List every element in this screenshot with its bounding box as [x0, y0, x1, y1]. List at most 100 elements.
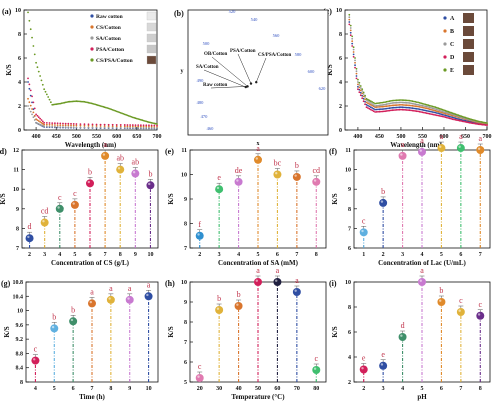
series-1-point [411, 104, 414, 107]
y-tick-label: 8 [20, 380, 23, 386]
series-1-point [421, 106, 424, 109]
series-3-point [355, 77, 358, 80]
series-1-point [425, 107, 428, 110]
series-0-point [447, 115, 450, 118]
series-4-point [474, 119, 477, 122]
significance-letter: f [198, 220, 201, 229]
series-3-point [425, 112, 428, 115]
series-3-point [420, 111, 422, 113]
series-1-point [59, 124, 62, 127]
y-tick-label: 12 [13, 148, 19, 154]
y-tick-label: 9 [16, 207, 19, 213]
x-tick-label: 500 [72, 134, 81, 140]
x-tick-label: 2 [28, 252, 31, 258]
series-3-point [87, 123, 90, 126]
lollipop-highlight [216, 307, 220, 310]
series-0-point [407, 106, 410, 109]
series-1-point [351, 40, 354, 43]
legend-swatch [463, 39, 474, 49]
x-tick-label: 3 [43, 252, 46, 258]
cie-leader-line [256, 57, 267, 83]
panel-label: (i) [329, 279, 337, 288]
series-3-point [407, 109, 410, 111]
y-tick-label: 7 [16, 246, 19, 252]
series-1-point [355, 72, 358, 75]
series-1-point [435, 110, 438, 113]
panel-label: (d) [0, 147, 7, 156]
series-2-point [348, 16, 351, 19]
series-4-point [486, 122, 488, 124]
y-tick-label: 6 [18, 56, 21, 62]
x-tick-label: 6 [459, 252, 462, 258]
series-0-point [404, 106, 407, 109]
lollipop-marker [234, 177, 243, 186]
series-4-point [64, 101, 67, 104]
series-1-point [364, 98, 366, 101]
series-4-point [58, 102, 60, 105]
legend-label: Raw cotton [96, 14, 123, 20]
lollipop-highlight [87, 180, 91, 184]
legend-swatch [463, 26, 474, 36]
panel-label: (b) [174, 9, 184, 18]
series-3-point [395, 109, 398, 111]
series-1-point [414, 105, 417, 108]
series-0-point [434, 111, 437, 114]
series-3-point [418, 110, 421, 113]
series-1-point [32, 111, 35, 114]
series-0-point [367, 104, 369, 107]
lollipop-marker [379, 361, 388, 370]
lollipop-marker [398, 333, 407, 341]
significance-letter: b [88, 167, 92, 176]
series-2-point [391, 102, 394, 104]
series-3-point [41, 120, 44, 123]
series-2-point [378, 104, 381, 107]
series-1-point [31, 108, 33, 110]
series-2-point [407, 102, 410, 104]
lollipop-highlight [197, 233, 200, 236]
cie-point-label: SA/Cotton [196, 65, 219, 70]
series-4-point [453, 112, 455, 115]
series-3-point [404, 109, 407, 111]
series-3-point [40, 119, 43, 121]
series-4-point [387, 100, 389, 103]
series-0-point [29, 94, 32, 97]
x-tick-label: 8 [479, 386, 482, 392]
series-2-point [385, 103, 388, 106]
series-4-point [417, 101, 420, 104]
series-3-point [139, 124, 142, 127]
series-3-point [36, 114, 39, 117]
series-3-point [437, 114, 440, 117]
cie-point-label: Raw cotton [203, 83, 228, 88]
series-2-point [41, 124, 44, 127]
lollipop-highlight [361, 229, 364, 233]
series-4-point [149, 121, 152, 124]
lollipop-highlight [70, 318, 74, 322]
series-3-point [412, 109, 415, 112]
y-tick-label: 0 [339, 128, 342, 134]
y-axis-label: K/S [3, 326, 11, 337]
x-tick-label: 600 [112, 134, 121, 140]
x-tick-label: 2 [382, 252, 385, 258]
series-2-point [123, 126, 126, 129]
y-tick-label: 4 [18, 80, 21, 86]
series-4-point [480, 121, 483, 123]
lollipop-marker [292, 172, 301, 181]
x-tick-label: 8 [315, 252, 318, 258]
series-4-point [87, 101, 90, 104]
panel-label: (e) [165, 147, 174, 156]
lollipop-marker [418, 147, 426, 156]
significance-letter: c [34, 345, 38, 354]
x-tick-label: 450 [52, 134, 61, 140]
series-0-point [445, 114, 448, 117]
legend-label: B [450, 29, 454, 35]
series-2-point [408, 102, 411, 104]
series-3-point [369, 108, 372, 111]
series-0-point [354, 64, 356, 67]
series-1-point [29, 104, 32, 107]
series-2-point [351, 37, 354, 40]
series-3-point [365, 106, 368, 109]
lollipop-marker [418, 278, 426, 286]
series-2-point [404, 101, 407, 104]
x-tick-label: 2 [362, 386, 365, 392]
legend-marker [443, 42, 447, 46]
